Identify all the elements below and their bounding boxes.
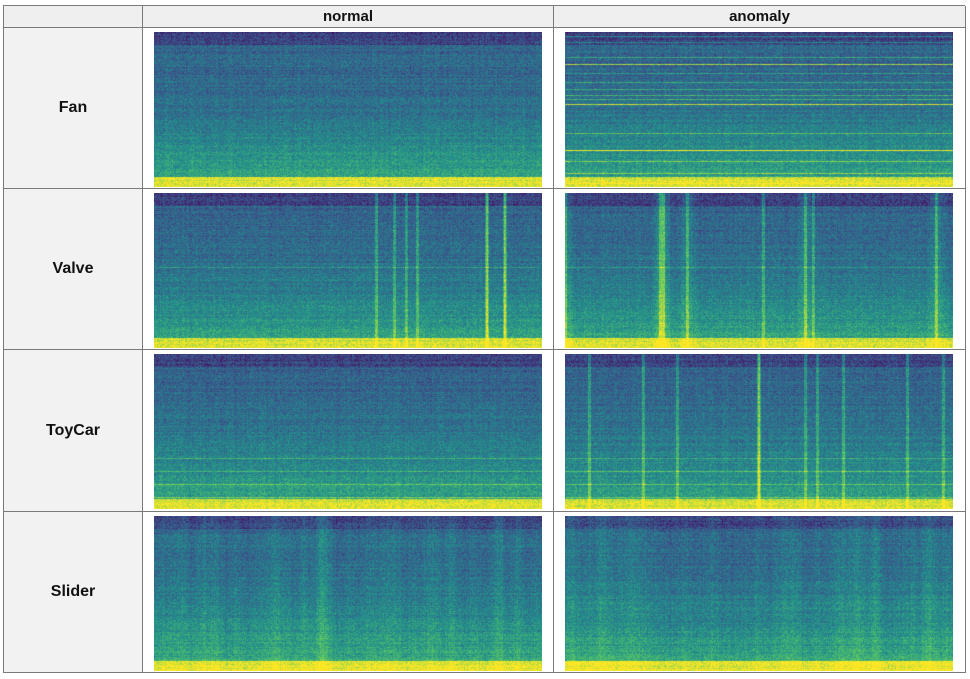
fan-normal-spectrogram [154, 32, 542, 187]
normal-column-header: normal [143, 6, 554, 28]
valve-anomaly-cell [554, 189, 966, 350]
row-label-fan: Fan [4, 28, 143, 189]
spectrogram-comparison-table: normal anomaly Fan Valve ToyCar Slider [3, 5, 966, 673]
anomaly-column-header: anomaly [554, 6, 966, 28]
row-label-slider: Slider [4, 512, 143, 673]
toycar-anomaly-spectrogram [565, 354, 953, 509]
slider-normal-cell [143, 512, 554, 673]
row-label-valve: Valve [4, 189, 143, 350]
slider-anomaly-spectrogram [565, 516, 953, 671]
slider-normal-spectrogram [154, 516, 542, 671]
toycar-normal-spectrogram [154, 354, 542, 509]
toycar-normal-cell [143, 350, 554, 512]
fan-anomaly-spectrogram [565, 32, 953, 187]
valve-normal-cell [143, 189, 554, 350]
corner-header-cell [4, 6, 143, 28]
fan-anomaly-cell [554, 28, 966, 189]
valve-normal-spectrogram [154, 193, 542, 348]
row-label-toycar: ToyCar [4, 350, 143, 512]
toycar-anomaly-cell [554, 350, 966, 512]
valve-anomaly-spectrogram [565, 193, 953, 348]
fan-normal-cell [143, 28, 554, 189]
slider-anomaly-cell [554, 512, 966, 673]
